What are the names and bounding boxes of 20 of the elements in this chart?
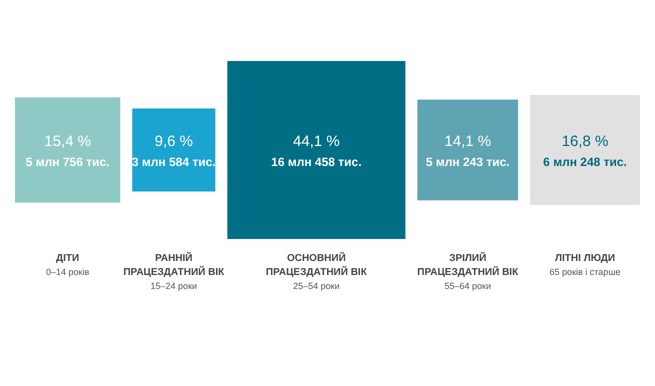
- category-label: РАННІЙ ПРАЦЕЗДАТНИЙ ВІК: [123, 251, 226, 278]
- category-label: ОСНОВНИЙ ПРАЦЕЗДАТНИЙ ВІК: [266, 251, 368, 278]
- text: 55–64 роки: [444, 281, 491, 291]
- text: 25–54 роки: [293, 281, 340, 291]
- text: 3 млн 584 тис.: [132, 155, 216, 169]
- data-label: 16,8 %: [562, 133, 608, 150]
- text: 0–14 років: [46, 267, 90, 277]
- text: 5 млн 243 тис.: [426, 155, 510, 169]
- category-label: ДІТИ: [56, 253, 80, 264]
- text: 16 млн 458 тис.: [271, 155, 362, 169]
- text: 65 років і старше: [550, 267, 621, 277]
- data-label: 15,4 %: [44, 133, 91, 150]
- category-label: ЗРІЛИЙ ПРАЦЕЗДАТНИЙ ВІК: [417, 251, 520, 278]
- data-label: 44,1 %: [293, 133, 340, 150]
- data-label: 14,1 %: [444, 133, 492, 150]
- text: 6 млн 248 тис.: [543, 155, 627, 169]
- category-label: ЛІТНІ ЛЮДИ: [555, 253, 616, 264]
- text: 15–24 роки: [150, 281, 198, 291]
- data-label: 9,6 %: [154, 133, 193, 150]
- text: 5 млн 756 тис.: [26, 155, 110, 169]
